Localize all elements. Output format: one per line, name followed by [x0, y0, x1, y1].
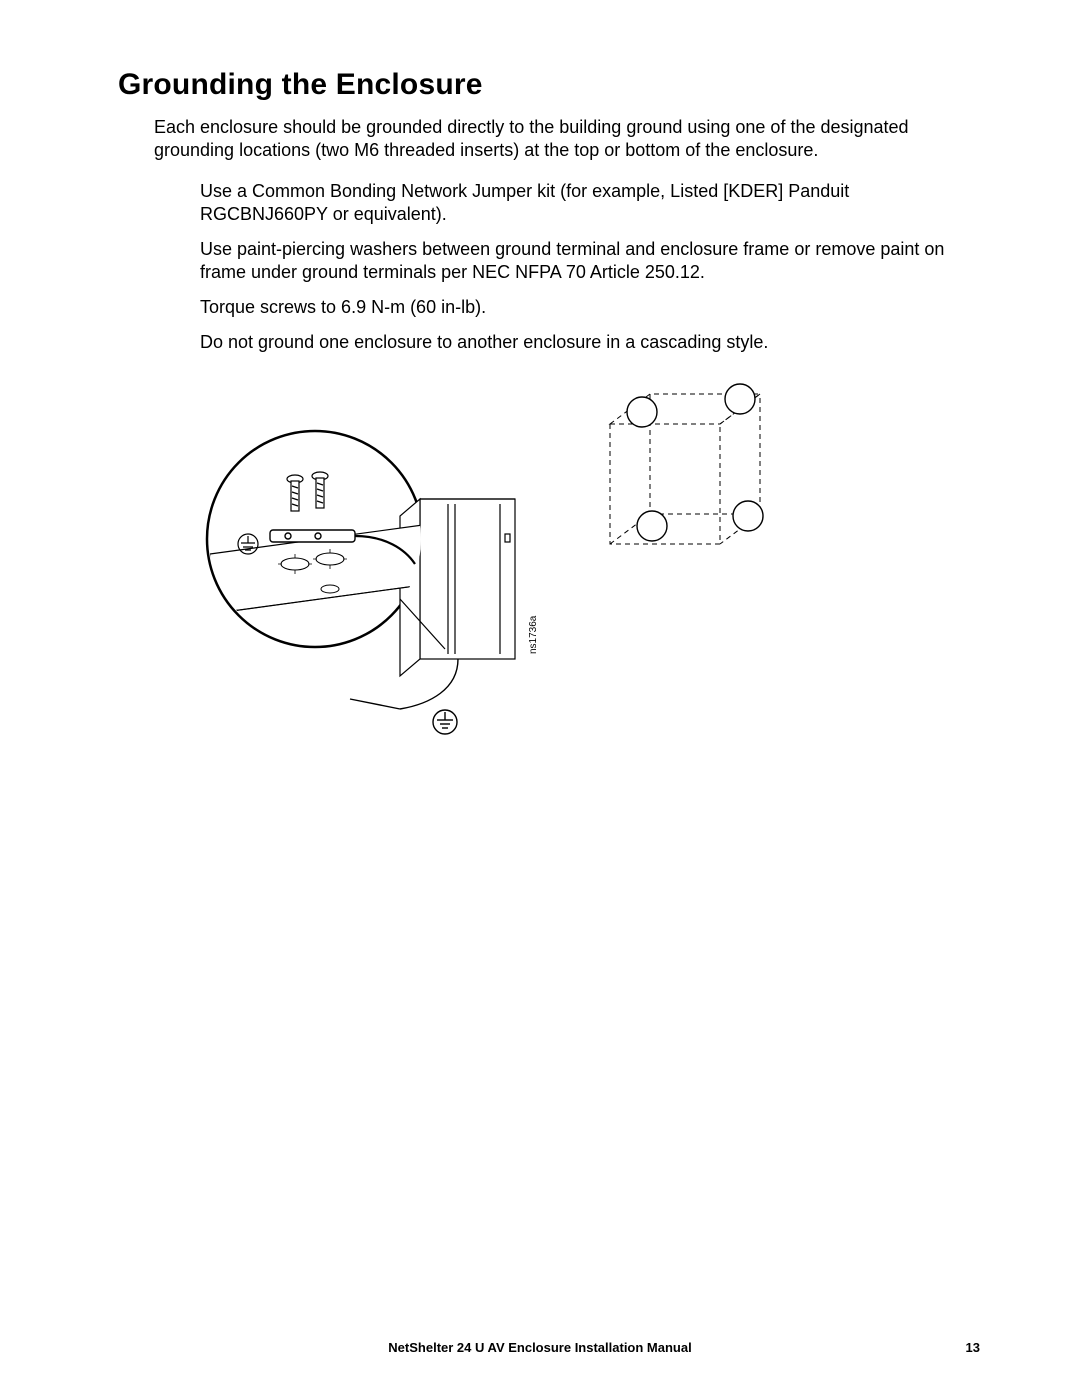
figure-row: ns1736a: [200, 404, 980, 744]
figure-code-label: ns1736a: [528, 616, 539, 654]
ground-icon: [433, 710, 457, 734]
step-text: Use a Common Bonding Network Jumper kit …: [200, 180, 980, 226]
document-page: Grounding the Enclosure Each enclosure s…: [0, 0, 1080, 1397]
instruction-steps: Use a Common Bonding Network Jumper kit …: [200, 180, 980, 354]
step-text: Do not ground one enclosure to another e…: [200, 331, 980, 354]
step-text: Use paint-piercing washers between groun…: [200, 238, 980, 284]
intro-paragraph: Each enclosure should be grounded direct…: [154, 116, 974, 162]
page-title: Grounding the Enclosure: [118, 68, 980, 102]
figure-grounding-locations: [580, 374, 790, 574]
page-number: 13: [966, 1340, 980, 1355]
footer-title: NetShelter 24 U AV Enclosure Installatio…: [0, 1340, 1080, 1355]
step-text: Torque screws to 6.9 N-m (60 in-lb).: [200, 296, 980, 319]
figure-grounding-detail: ns1736a: [200, 404, 540, 744]
grounding-detail-svg: [200, 404, 540, 744]
grounding-locations-svg: [580, 374, 790, 574]
